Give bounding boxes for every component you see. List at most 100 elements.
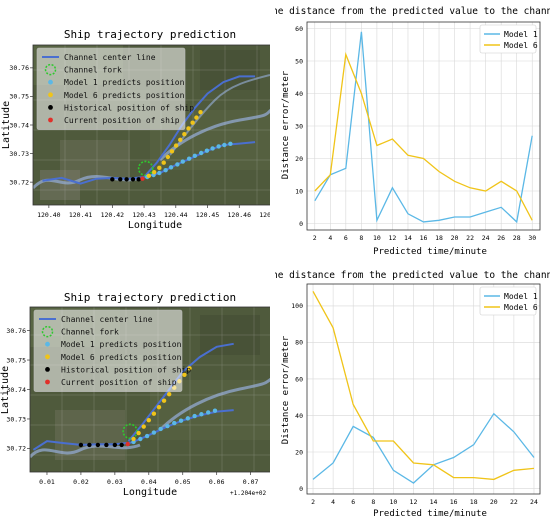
x-tick-label: 0.05: [175, 478, 191, 486]
series-line-model-6: [312, 290, 535, 481]
map-point-model1: [198, 150, 204, 156]
x-tick-label: 8: [371, 498, 375, 506]
line-legend-label: Model 6: [504, 41, 538, 50]
y-tick-label: 40: [295, 412, 303, 420]
legend-box: [36, 47, 186, 130]
map-point-model6: [152, 169, 157, 175]
x-tick-label: 26: [497, 234, 505, 242]
map-point-model1: [212, 408, 218, 413]
x-tick-label: 8: [359, 234, 363, 242]
y-tick-label: 30.72: [6, 445, 26, 453]
x-tick-label: 120.43: [132, 211, 156, 219]
channel-fork-marker: [137, 160, 154, 177]
map-point-history: [87, 442, 92, 448]
map-point-model6: [186, 126, 191, 131]
line-top-ylabel: Distance error/meter: [281, 70, 291, 179]
y-tick-label: 30.73: [9, 150, 29, 158]
y-tick-label: 30.72: [9, 178, 29, 186]
map-point-model1: [138, 436, 143, 442]
legend-label: Model 6 predicts position: [64, 91, 185, 100]
map-point-model6: [146, 417, 152, 423]
map-point-model6: [157, 165, 162, 171]
x-tick-label: 10: [373, 234, 381, 242]
x-tick-label: 0.02: [73, 478, 89, 486]
y-tick-label: 60: [295, 25, 303, 33]
map-point-history: [124, 177, 129, 182]
legend-label: Historical position of ship: [61, 365, 191, 374]
x-tick-label: 22: [466, 234, 474, 242]
line-chart-bottom: The distance from the predicted value to…: [275, 270, 550, 519]
map-top-title: Ship trajectory prediction: [64, 28, 236, 41]
map-point-model1: [192, 413, 197, 419]
map-point-model6: [141, 424, 146, 429]
x-tick-label: 120.45: [196, 211, 220, 219]
map-point-model1: [163, 167, 168, 173]
line-top-xlabel: Predicted time/minute: [373, 247, 487, 257]
map-point-model1: [222, 142, 227, 148]
map-bottom-xlabel: Longitude: [123, 487, 177, 498]
x-tick-label: 18: [435, 234, 443, 242]
map-bottom-legend: Channel center line Channel fork Model 1 p…: [33, 309, 191, 392]
map-point-model1: [157, 170, 162, 176]
y-tick-label: 30: [295, 122, 303, 130]
legend-label: Channel fork: [64, 66, 122, 75]
x-tick-label: 0.03: [107, 478, 123, 486]
y-tick-label: 100: [291, 302, 303, 310]
x-tick-label: 120.41: [69, 211, 93, 219]
line-legend-box: [479, 24, 537, 54]
x-tick-label: 2: [311, 498, 315, 506]
map-point-model6: [161, 398, 167, 403]
y-tick-label: 0: [299, 220, 303, 228]
x-tick-label: 4: [328, 234, 332, 242]
map-point-model6: [190, 120, 195, 125]
legend-dot-icon: [48, 92, 53, 98]
map-chart-top: Ship trajectory prediction 120.40 120.41 1…: [1, 28, 270, 231]
y-tick-label: 30.76: [6, 327, 26, 335]
x-tick-label: 120.42: [101, 211, 125, 219]
map-point-model1: [180, 159, 185, 164]
map-point-history: [130, 177, 136, 182]
y-tick-label: 60: [295, 375, 303, 383]
map-bottom-ylabel: Latitude: [0, 366, 11, 414]
x-tick-label: 28: [513, 234, 521, 242]
map-top-legend: Channel center line Channel fork Model 1 p…: [36, 47, 194, 130]
map-point-model6: [182, 131, 187, 137]
legend-dot-icon: [45, 341, 50, 347]
map-point-model6: [156, 404, 162, 410]
y-tick-label: 30.75: [6, 356, 26, 364]
legend-label: Model 1 predicts position: [61, 340, 182, 349]
legend-dot-icon: [45, 379, 50, 385]
x-tick-label: 16: [420, 234, 428, 242]
map-point-model1: [185, 416, 191, 421]
map-point-model1: [151, 430, 157, 435]
line-top-title: The distance from the predicted value to…: [275, 6, 550, 17]
legend-label: Channel fork: [61, 328, 119, 337]
plot-frame: [306, 283, 541, 495]
line-bottom-ylabel: Distance error/meter: [281, 335, 291, 444]
map-point-model1: [210, 146, 215, 151]
map-point-model1: [228, 141, 233, 147]
legend-dot-icon: [48, 105, 53, 110]
map-top-xlabel: Longitude: [128, 220, 182, 231]
map-point-model6: [165, 154, 171, 160]
map-point-current: [140, 176, 145, 181]
y-tick-label: 30.74: [6, 386, 26, 394]
legend-label: Current position of ship: [64, 116, 180, 125]
x-tick-label: 120.46: [228, 211, 252, 219]
x-tick-label: 14: [430, 498, 438, 506]
map-point-model1: [206, 410, 211, 415]
plot-frame: [306, 21, 541, 231]
y-tick-label: 30.76: [9, 64, 29, 72]
x-tick-label: 0.06: [209, 478, 225, 486]
map-point-history: [95, 442, 101, 448]
channel-fork-marker: [122, 423, 138, 440]
map-point-model6: [178, 137, 183, 143]
x-tick-label: 2: [313, 234, 317, 242]
x-tick-label: 30: [528, 234, 536, 242]
map-point-history: [104, 442, 109, 448]
x-tick-label: 4: [331, 498, 335, 506]
x-tick-label: 0.01: [39, 478, 55, 486]
map-point-model1: [168, 165, 174, 170]
map-bottom-offset-text: +1.204e+02: [230, 490, 267, 497]
channel-center-line: [143, 75, 256, 178]
